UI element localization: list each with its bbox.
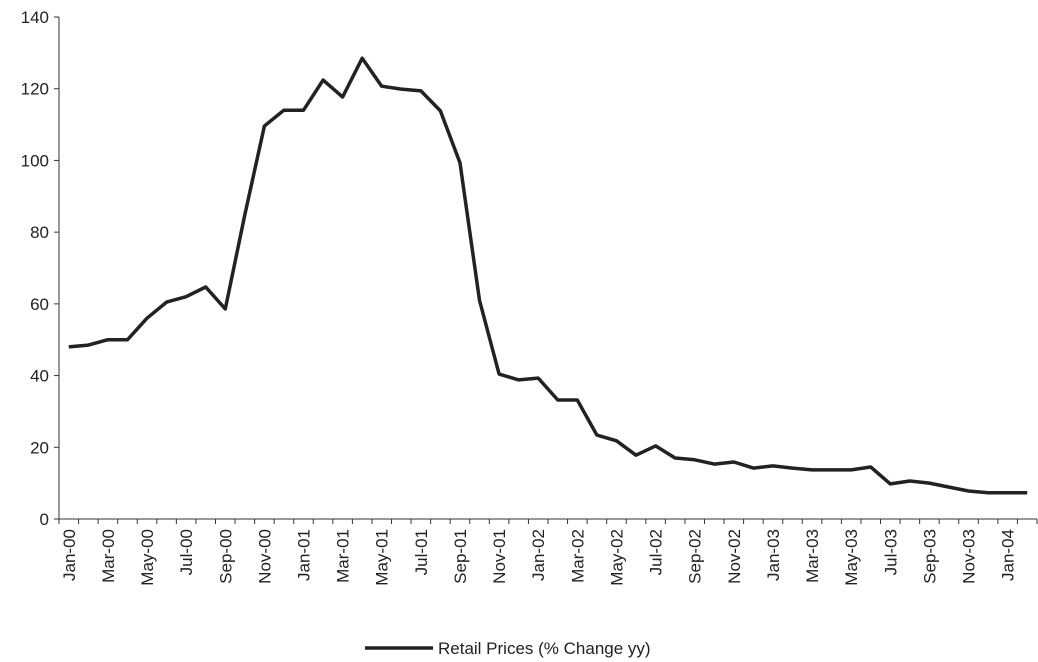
x-tick-label: Jul-03	[881, 529, 900, 575]
x-tick-label: Sep-00	[216, 529, 235, 584]
x-tick-label: Nov-03	[960, 529, 979, 584]
x-tick-label: Jan-01	[295, 529, 314, 581]
x-tick-label: Jul-02	[647, 529, 666, 575]
x-tick-label: Jan-04	[999, 529, 1018, 581]
y-tick-label: 120	[21, 80, 49, 99]
x-tick-label: Sep-01	[451, 529, 470, 584]
x-tick-label: Mar-01	[334, 529, 353, 583]
y-tick-label: 100	[21, 151, 49, 170]
x-tick-label: Jan-02	[529, 529, 548, 581]
y-tick-label: 40	[30, 367, 49, 386]
y-tick-label: 60	[30, 295, 49, 314]
x-tick-label: Jan-00	[60, 529, 79, 581]
x-tick-label: Sep-03	[920, 529, 939, 584]
x-tick-label: Jan-03	[764, 529, 783, 581]
y-tick-label: 140	[21, 8, 49, 27]
x-tick-label: Nov-00	[255, 529, 274, 584]
x-tick-label: May-01	[373, 529, 392, 586]
x-tick-label: Mar-03	[803, 529, 822, 583]
y-tick-label: 80	[30, 223, 49, 242]
x-tick-label: Jul-00	[177, 529, 196, 575]
x-tick-label: Sep-02	[686, 529, 705, 584]
y-tick-label: 20	[30, 438, 49, 457]
y-tick-label: 0	[40, 510, 49, 529]
x-tick-label: May-02	[607, 529, 626, 586]
x-tick-label: Mar-00	[99, 529, 118, 583]
x-tick-label: Nov-02	[725, 529, 744, 584]
line-series	[68, 56, 1028, 495]
legend-label: Retail Prices (% Change yy)	[438, 639, 651, 658]
x-tick-label: May-03	[842, 529, 861, 586]
x-tick-label: May-00	[138, 529, 157, 586]
x-tick-label: Nov-01	[490, 529, 509, 584]
x-tick-label: Jul-01	[412, 529, 431, 575]
x-tick-label: Mar-02	[568, 529, 587, 583]
